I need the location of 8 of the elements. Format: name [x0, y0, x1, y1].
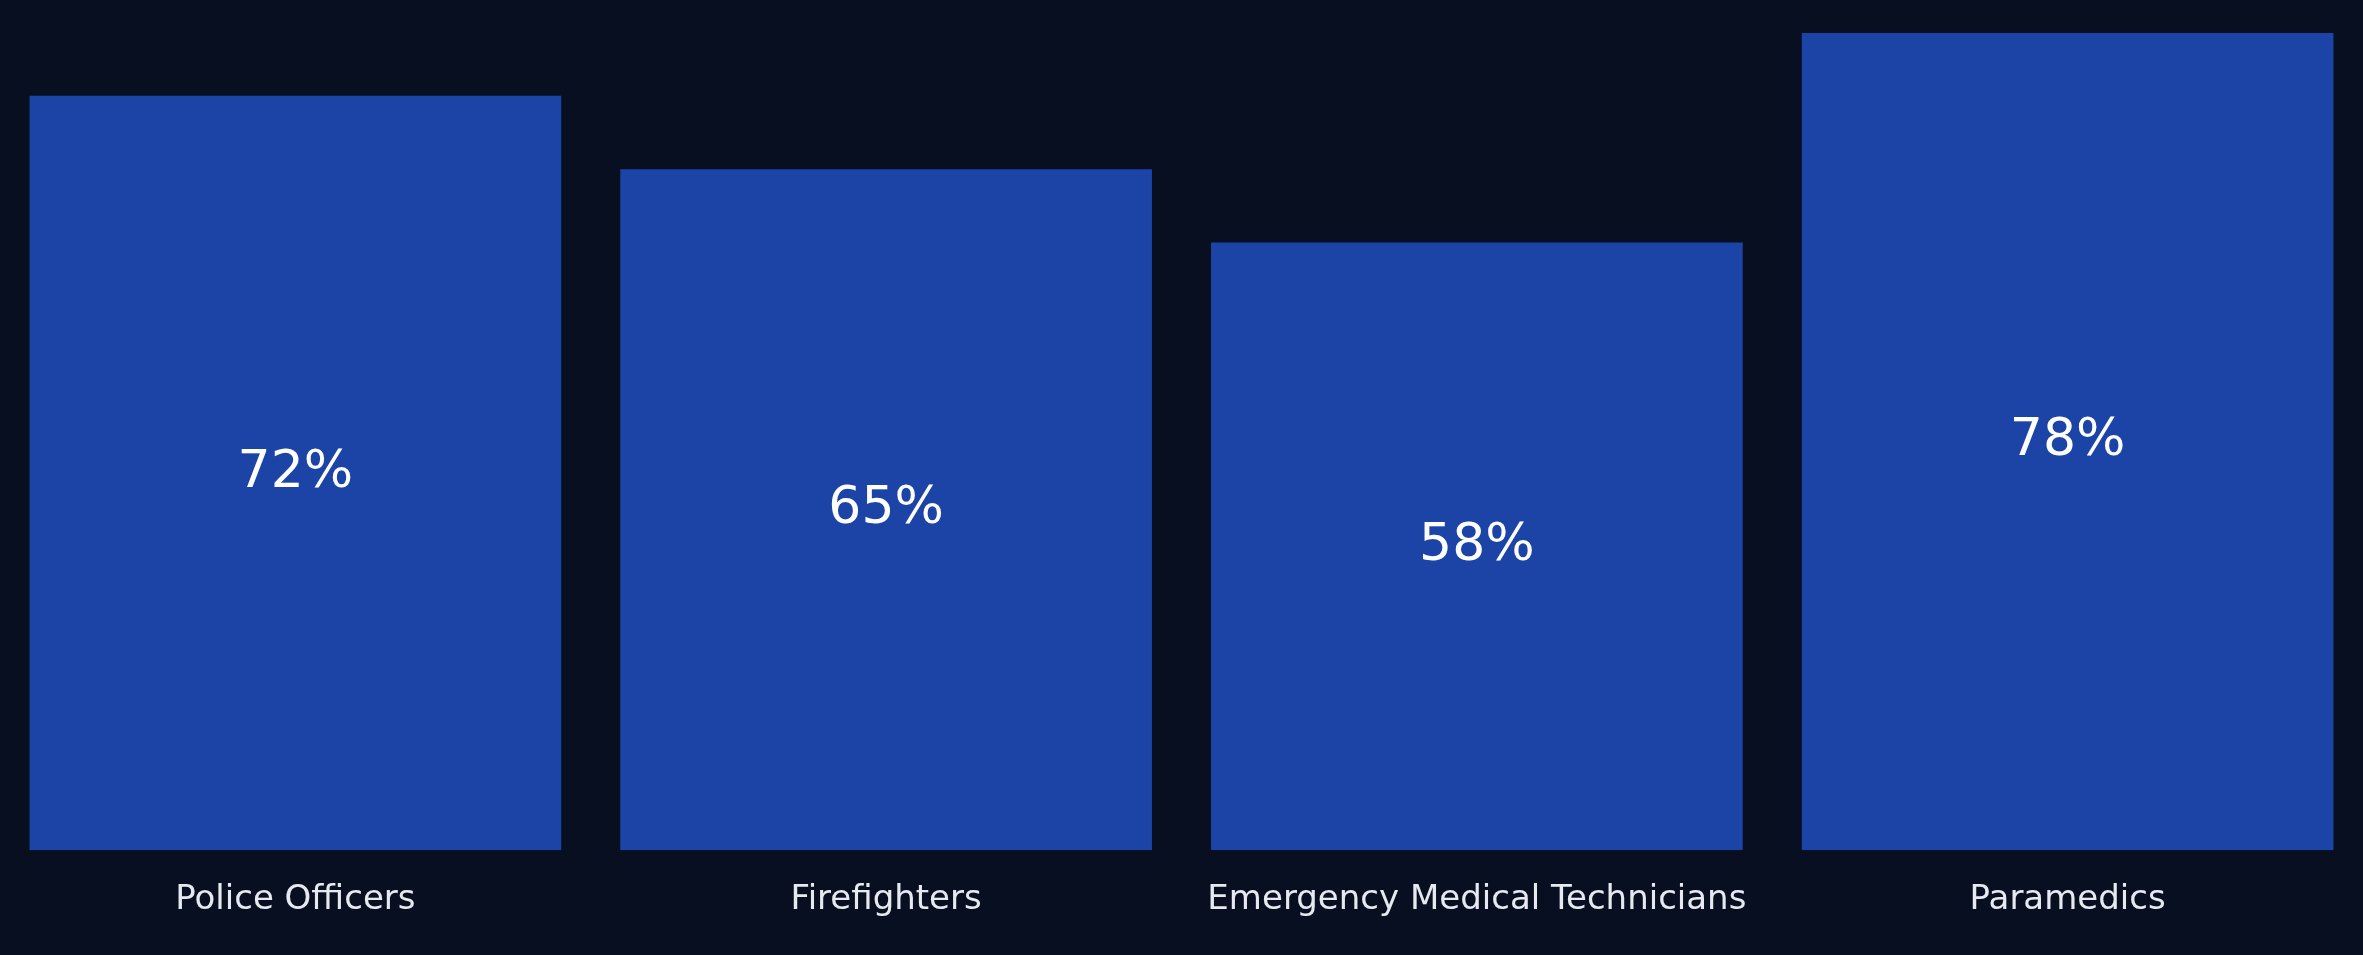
x-tick-label: Paramedics	[1969, 877, 2166, 918]
x-tick-label: Police Officers	[175, 877, 416, 918]
data-label: 78%	[2009, 407, 2126, 468]
x-tick-label: Emergency Medical Technicians	[1207, 877, 1747, 918]
data-label: 58%	[1419, 511, 1535, 572]
data-label: 72%	[237, 438, 354, 499]
x-tick-label: Firefighters	[790, 877, 982, 918]
data-label: 65%	[828, 475, 944, 536]
